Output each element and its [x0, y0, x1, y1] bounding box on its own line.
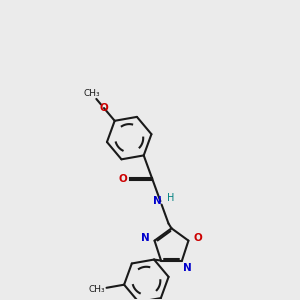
Text: N: N: [141, 233, 150, 243]
Text: H: H: [167, 193, 175, 203]
Text: N: N: [153, 196, 162, 206]
Text: O: O: [100, 103, 108, 113]
Text: CH₃: CH₃: [89, 285, 106, 294]
Text: O: O: [118, 174, 127, 184]
Text: CH₃: CH₃: [83, 88, 100, 98]
Text: N: N: [183, 263, 192, 273]
Text: O: O: [193, 233, 202, 243]
